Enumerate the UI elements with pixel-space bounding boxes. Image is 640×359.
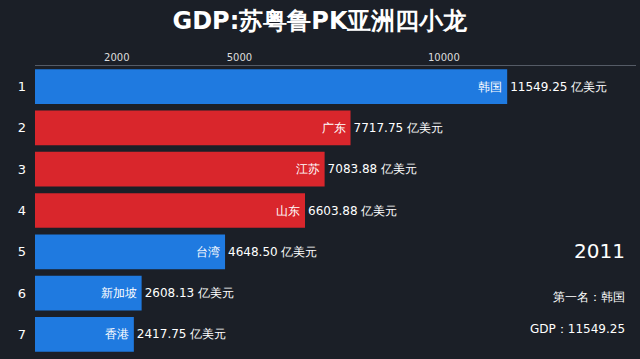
svg-text:韩国: 韩国: [478, 80, 502, 94]
svg-text:GDP：11549.25: GDP：11549.25: [530, 322, 625, 336]
svg-text:2608.13 亿美元: 2608.13 亿美元: [145, 286, 234, 300]
svg-text:4: 4: [18, 203, 26, 218]
svg-text:台湾: 台湾: [196, 245, 220, 259]
svg-text:6603.88 亿美元: 6603.88 亿美元: [308, 204, 397, 218]
svg-text:2000: 2000: [104, 52, 129, 63]
svg-text:7083.88 亿美元: 7083.88 亿美元: [328, 162, 417, 176]
svg-text:广东: 广东: [322, 121, 346, 135]
svg-text:7717.75 亿美元: 7717.75 亿美元: [354, 121, 443, 135]
svg-text:第一名：韩国: 第一名：韩国: [553, 290, 625, 304]
svg-text:香港: 香港: [105, 327, 129, 341]
svg-text:3: 3: [18, 162, 26, 177]
svg-text:11549.25 亿美元: 11549.25 亿美元: [510, 80, 607, 94]
svg-text:1: 1: [18, 79, 26, 94]
svg-text:2417.75 亿美元: 2417.75 亿美元: [137, 327, 226, 341]
svg-text:10000: 10000: [428, 52, 460, 63]
svg-text:2: 2: [18, 120, 26, 135]
svg-text:2011: 2011: [574, 239, 625, 263]
svg-text:4648.50 亿美元: 4648.50 亿美元: [228, 245, 317, 259]
svg-text:江苏: 江苏: [296, 162, 320, 176]
svg-text:新加坡: 新加坡: [101, 286, 137, 300]
svg-text:5: 5: [18, 244, 26, 259]
svg-text:GDP:苏粤鲁PK亚洲四小龙: GDP:苏粤鲁PK亚洲四小龙: [173, 7, 469, 35]
svg-text:6: 6: [18, 286, 26, 301]
svg-text:山东: 山东: [276, 204, 300, 218]
svg-text:7: 7: [18, 327, 26, 342]
svg-text:5000: 5000: [227, 52, 252, 63]
